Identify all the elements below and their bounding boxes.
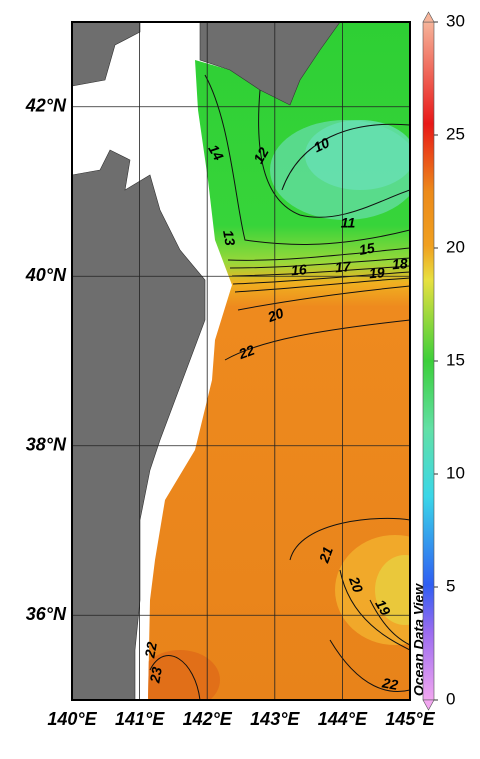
contour-label: 20	[346, 574, 367, 595]
contour-label: 20	[265, 305, 286, 326]
colorbar-label: 15	[446, 350, 465, 369]
lat-label: 42°N	[25, 96, 67, 116]
contour-label: 22	[236, 342, 257, 363]
contour-label: 18	[391, 255, 408, 272]
colorbar-ramp	[422, 21, 435, 701]
lon-label: 143°E	[250, 709, 300, 729]
colorbar-cap	[422, 11, 435, 23]
lon-label: 141°E	[115, 709, 165, 729]
contour-label: 19	[372, 597, 394, 619]
contour-label: 11	[341, 215, 356, 231]
colorbar-label: 30	[446, 11, 465, 30]
contour-label: 16	[290, 261, 307, 278]
contour-label: 10	[311, 134, 332, 155]
colorbar-label: 5	[446, 576, 455, 595]
contour-label: 22	[380, 674, 399, 693]
contour-label: 15	[358, 239, 376, 257]
contour-label: 23	[146, 666, 165, 685]
contour-label: 14	[205, 142, 227, 164]
contour-label: 21	[315, 544, 336, 565]
lon-label: 144°E	[318, 709, 368, 729]
map-frame	[71, 21, 411, 701]
lat-label: 36°N	[26, 604, 67, 624]
contour-label: 12	[250, 144, 272, 166]
colorbar-label: 20	[446, 237, 465, 256]
colorbar	[422, 11, 435, 711]
lat-label: 38°N	[26, 435, 67, 455]
contour-label: 19	[368, 264, 385, 281]
lon-label: 140°E	[47, 709, 97, 729]
colorbar-cap	[422, 699, 435, 711]
land	[71, 21, 341, 701]
contour-label: 17	[334, 258, 352, 275]
colorbar-label: 0	[446, 689, 455, 708]
lon-label: 145°E	[385, 709, 435, 729]
colorbar-label: 10	[446, 463, 465, 482]
lat-label: 40°N	[25, 265, 67, 285]
lon-label: 142°E	[183, 709, 233, 729]
colorbar-label: 25	[446, 124, 465, 143]
contour-label: 22	[141, 641, 160, 660]
contour-label: 13	[220, 229, 238, 247]
